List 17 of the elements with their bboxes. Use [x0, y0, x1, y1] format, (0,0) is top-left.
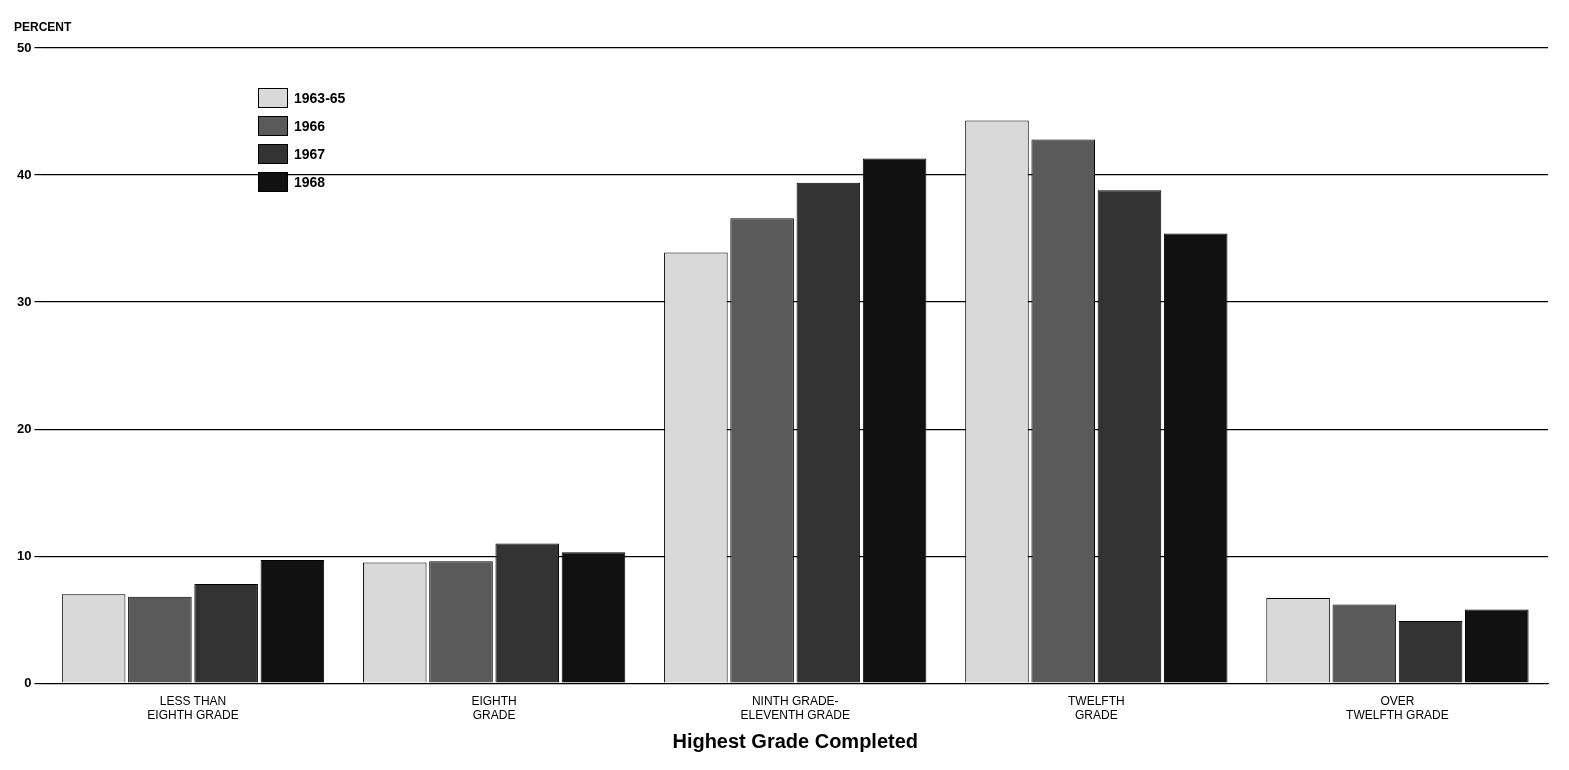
y-tick-label: 0 — [24, 674, 32, 690]
legend-label: 1968 — [294, 174, 326, 190]
y-tick-label: 10 — [16, 547, 32, 563]
x-tick-label: OVER TWELFTH GRADE — [1346, 693, 1449, 723]
y-tick-label: 30 — [16, 293, 32, 309]
x-tick-label: TWELFTH GRADE — [1068, 693, 1125, 723]
legend-label: 1963-65 — [294, 90, 346, 106]
x-tick-label: NINTH GRADE- ELEVENTH GRADE — [740, 693, 850, 723]
y-tick-label: 20 — [16, 420, 32, 436]
y-axis-title: PERCENT — [14, 20, 73, 35]
y-tick-label: 50 — [16, 39, 32, 55]
legend-label: 1966 — [294, 118, 326, 134]
x-axis-title: Highest Grade Completed — [672, 729, 919, 752]
legend-label: 1967 — [294, 146, 326, 162]
y-tick-label: 40 — [16, 166, 32, 182]
x-tick-label: EIGHTH GRADE — [471, 693, 517, 723]
x-tick-label: LESS THAN EIGHTH GRADE — [147, 693, 239, 723]
